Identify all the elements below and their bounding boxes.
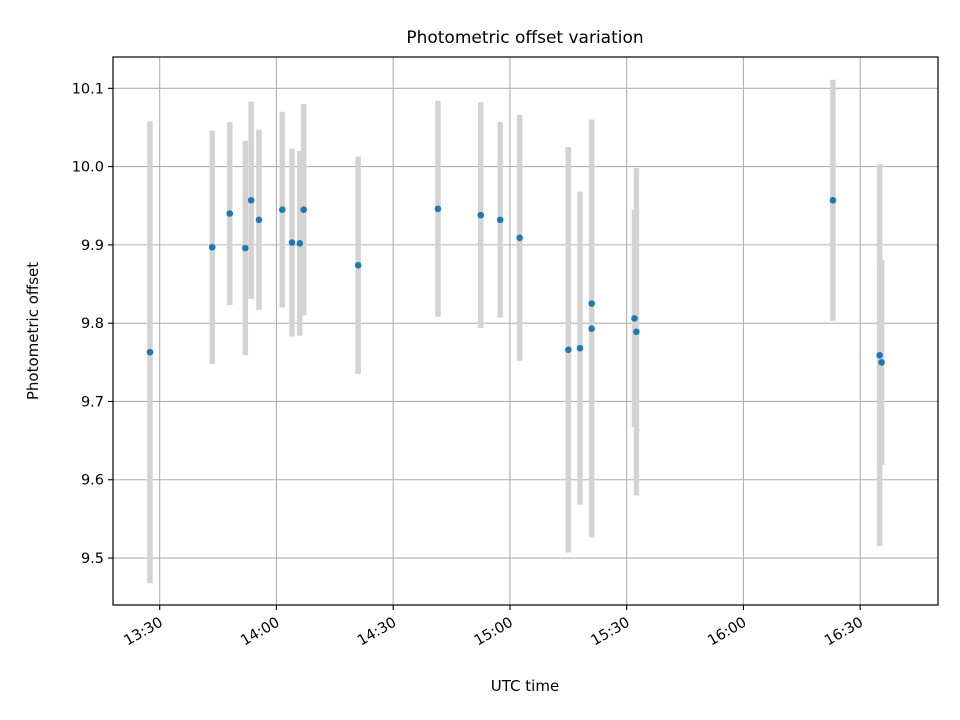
data-point xyxy=(576,344,584,352)
y-tick-label: 9.6 xyxy=(81,473,104,489)
data-point xyxy=(226,210,234,217)
data-point xyxy=(242,244,249,252)
data-point xyxy=(300,206,307,213)
data-point xyxy=(146,348,154,356)
y-axis-label: Photometric offset xyxy=(24,262,42,400)
y-tick-label: 9.8 xyxy=(81,316,104,332)
data-point xyxy=(208,243,216,251)
data-point xyxy=(565,346,572,354)
y-tick-label: 9.7 xyxy=(81,394,104,410)
y-tick-label: 10.0 xyxy=(72,160,104,176)
data-point xyxy=(829,196,837,204)
y-tick-label: 9.9 xyxy=(81,238,104,254)
data-point xyxy=(876,351,883,359)
data-point xyxy=(631,315,638,322)
data-points xyxy=(146,196,885,366)
data-point xyxy=(278,206,286,213)
grid xyxy=(113,57,938,605)
data-point xyxy=(247,196,255,204)
data-point xyxy=(588,325,595,332)
chart-title: Photometric offset variation xyxy=(406,28,643,48)
data-point xyxy=(354,261,362,269)
y-tick-label: 10.1 xyxy=(72,81,104,97)
y-tick-label: 9.5 xyxy=(81,551,104,567)
data-point xyxy=(296,240,304,247)
data-point xyxy=(434,205,442,213)
data-point xyxy=(633,328,640,336)
data-point xyxy=(496,216,504,224)
plot-frame xyxy=(112,56,939,606)
data-point xyxy=(255,216,263,224)
x-axis-label: UTC time xyxy=(491,677,559,695)
y-axis: 9.5 9.6 9.7 9.8 9.9 10.0 10.1 xyxy=(72,81,113,567)
data-point xyxy=(878,359,885,366)
data-point xyxy=(477,211,485,219)
data-point xyxy=(288,239,296,246)
data-point xyxy=(516,234,523,242)
data-point xyxy=(588,300,595,307)
